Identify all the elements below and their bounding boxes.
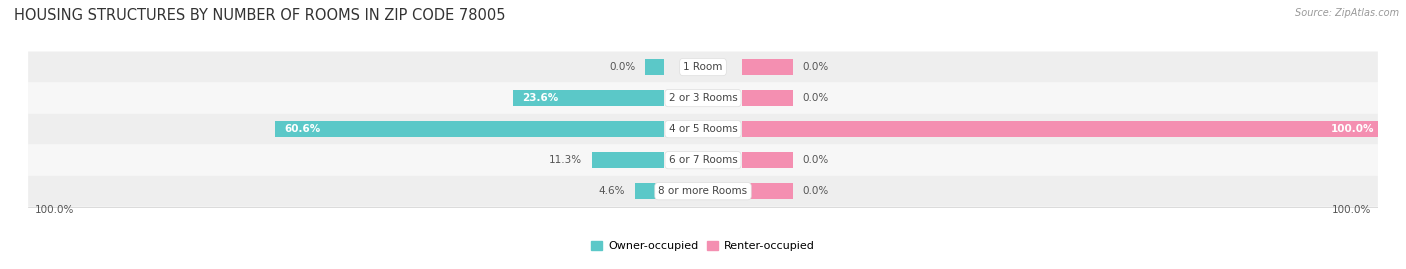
Bar bbox=[636, 183, 665, 199]
Text: 100.0%: 100.0% bbox=[1331, 206, 1371, 215]
Bar bbox=[741, 183, 793, 199]
Bar bbox=[592, 152, 665, 168]
Bar bbox=[741, 90, 793, 106]
Bar bbox=[741, 152, 793, 168]
Text: 0.0%: 0.0% bbox=[803, 62, 830, 72]
Legend: Owner-occupied, Renter-occupied: Owner-occupied, Renter-occupied bbox=[586, 236, 820, 256]
Bar bbox=[741, 121, 1385, 137]
Bar bbox=[645, 59, 665, 75]
Text: 100.0%: 100.0% bbox=[1331, 124, 1375, 134]
Text: 60.6%: 60.6% bbox=[284, 124, 321, 134]
Text: 0.0%: 0.0% bbox=[803, 186, 830, 196]
Text: 2 or 3 Rooms: 2 or 3 Rooms bbox=[669, 93, 737, 103]
FancyBboxPatch shape bbox=[28, 83, 1378, 114]
Text: 0.0%: 0.0% bbox=[609, 62, 636, 72]
Text: 4.6%: 4.6% bbox=[599, 186, 626, 196]
Text: HOUSING STRUCTURES BY NUMBER OF ROOMS IN ZIP CODE 78005: HOUSING STRUCTURES BY NUMBER OF ROOMS IN… bbox=[14, 8, 506, 23]
FancyBboxPatch shape bbox=[28, 176, 1378, 207]
Text: 6 or 7 Rooms: 6 or 7 Rooms bbox=[669, 155, 737, 165]
Text: 0.0%: 0.0% bbox=[803, 155, 830, 165]
Text: 8 or more Rooms: 8 or more Rooms bbox=[658, 186, 748, 196]
Text: Source: ZipAtlas.com: Source: ZipAtlas.com bbox=[1295, 8, 1399, 18]
FancyBboxPatch shape bbox=[28, 145, 1378, 176]
FancyBboxPatch shape bbox=[28, 114, 1378, 145]
Text: 0.0%: 0.0% bbox=[803, 93, 830, 103]
Text: 23.6%: 23.6% bbox=[523, 93, 558, 103]
Bar bbox=[741, 59, 793, 75]
Text: 11.3%: 11.3% bbox=[548, 155, 582, 165]
FancyBboxPatch shape bbox=[28, 52, 1378, 83]
Bar bbox=[276, 121, 665, 137]
Bar bbox=[513, 90, 665, 106]
Text: 1 Room: 1 Room bbox=[683, 62, 723, 72]
Text: 100.0%: 100.0% bbox=[35, 206, 75, 215]
Text: 4 or 5 Rooms: 4 or 5 Rooms bbox=[669, 124, 737, 134]
